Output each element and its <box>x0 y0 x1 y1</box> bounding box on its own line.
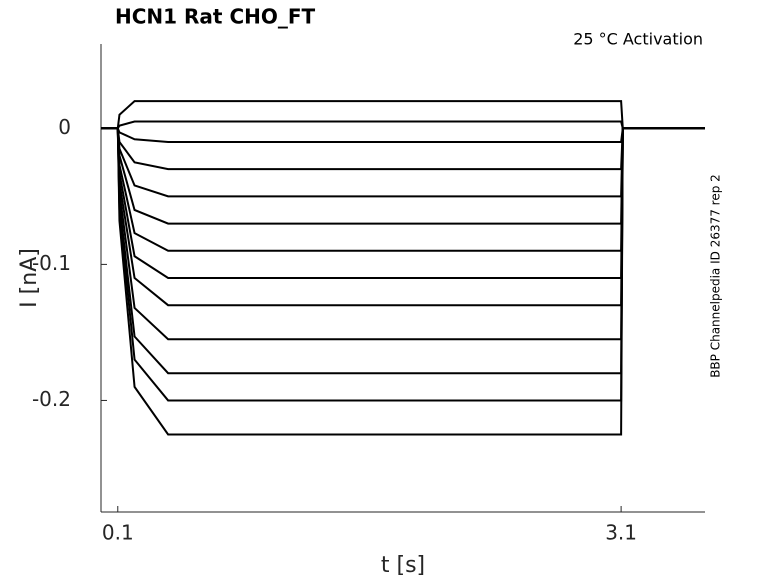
trace <box>101 127 705 279</box>
trace <box>101 127 705 143</box>
trace <box>101 127 705 171</box>
trace <box>101 127 705 436</box>
trace <box>101 120 705 130</box>
trace <box>101 127 705 198</box>
side-note: BBP Channelpedia ID 26377 rep 2 <box>709 174 723 378</box>
y-tick-label: -0.1 <box>32 251 71 275</box>
y-tick-label: 0 <box>58 115 71 139</box>
trace <box>101 127 705 252</box>
trace <box>101 127 705 341</box>
y-axis-label: I [nA] <box>17 248 42 308</box>
x-tick-label: 3.1 <box>605 521 637 545</box>
trace <box>101 100 705 130</box>
chart-title: HCN1 Rat CHO_FT <box>115 5 316 29</box>
y-tick-label: -0.2 <box>32 387 71 411</box>
annotation: 25 °C Activation <box>573 30 703 49</box>
x-tick-label: 0.1 <box>102 521 134 545</box>
x-axis-label: t [s] <box>381 553 425 578</box>
